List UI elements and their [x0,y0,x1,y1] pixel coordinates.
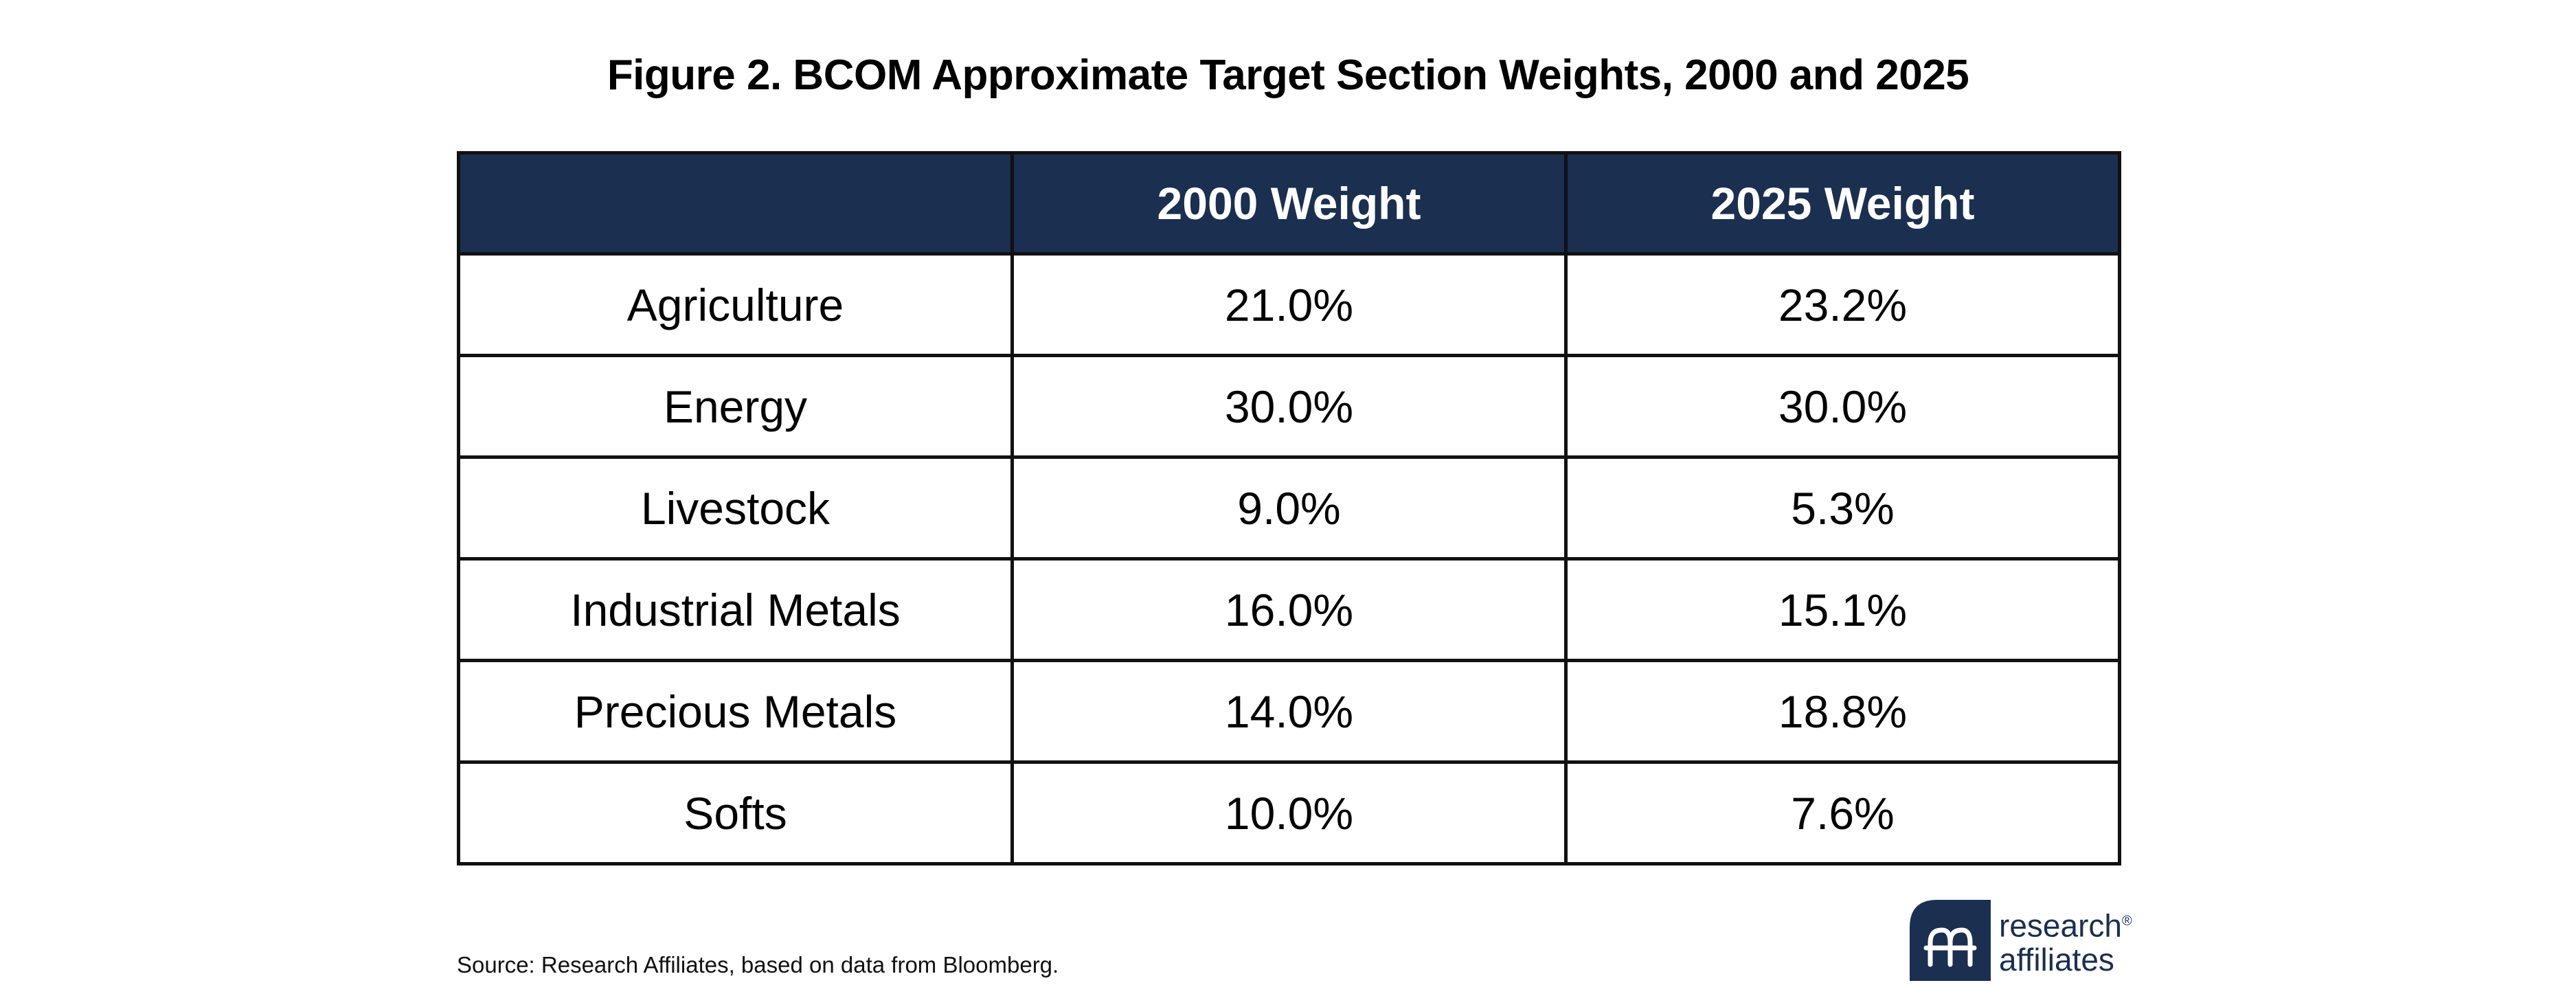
header-cell-sector [457,151,1014,256]
value-cell-2025: 5.3% [1564,455,2121,561]
row-label-cell: Industrial Metals [457,557,1014,662]
table-row: Livestock 9.0% 5.3% [457,455,2121,561]
value-cell-2025: 23.2% [1564,252,2121,357]
chart-title: Figure 2. BCOM Approximate Target Sectio… [607,52,1969,99]
table-row: Agriculture 21.0% 23.2% [457,252,2121,357]
value-cell-2000: 30.0% [1010,354,1568,459]
logo-line-affiliates: affiliates [1999,942,2114,978]
weights-table: 2000 Weight 2025 Weight Agriculture 21.0… [457,151,2121,865]
value-cell-2000: 9.0% [1010,455,1568,561]
value-cell-2000: 16.0% [1010,557,1568,662]
header-row: 2000 Weight 2025 Weight [457,151,2121,256]
table-body: Agriculture 21.0% 23.2% Energy 30.0% 30.… [457,252,2121,865]
research-affiliates-logo: research® affiliates [1910,900,2132,988]
research-affiliates-logo-icon [1910,900,1991,981]
header-cell-2000-weight: 2000 Weight [1010,151,1568,256]
value-cell-2025: 7.6% [1564,760,2121,865]
row-label-cell: Energy [457,354,1014,459]
logo-wordmark: research® affiliates [1999,904,2132,977]
row-label-cell: Agriculture [457,252,1014,357]
table-header: 2000 Weight 2025 Weight [457,151,2121,256]
value-cell-2025: 18.8% [1564,659,2121,764]
table-row: Industrial Metals 16.0% 15.1% [457,557,2121,662]
value-cell-2025: 30.0% [1564,354,2121,459]
row-label-cell: Precious Metals [457,659,1014,764]
value-cell-2025: 15.1% [1564,557,2121,662]
table-row: Energy 30.0% 30.0% [457,354,2121,459]
registered-mark-icon: ® [2121,914,2132,929]
value-cell-2000: 21.0% [1010,252,1568,357]
value-cell-2000: 10.0% [1010,760,1568,865]
value-cell-2000: 14.0% [1010,659,1568,764]
logo-line-research: research [1999,907,2122,944]
table-row: Precious Metals 14.0% 18.8% [457,659,2121,764]
source-note: Source: Research Affiliates, based on da… [457,952,1059,977]
table-row: Softs 10.0% 7.6% [457,760,2121,865]
row-label-cell: Softs [457,760,1014,865]
row-label-cell: Livestock [457,455,1014,561]
header-cell-2025-weight: 2025 Weight [1564,151,2121,256]
